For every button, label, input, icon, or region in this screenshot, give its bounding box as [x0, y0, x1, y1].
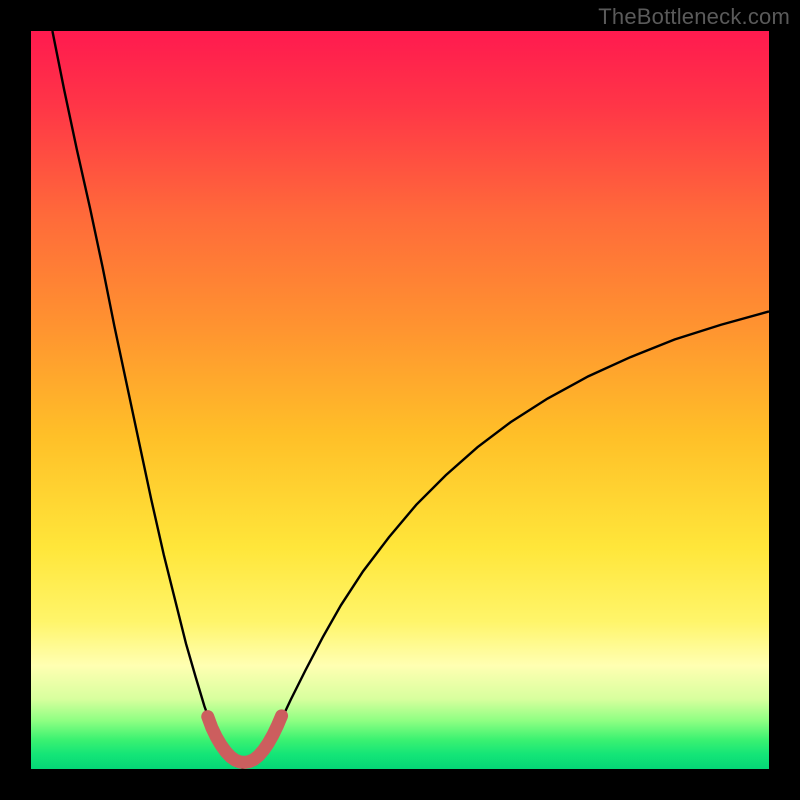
bottleneck-curve	[52, 31, 769, 768]
optimal-range-arc	[208, 716, 282, 763]
plot-area	[31, 31, 769, 769]
watermark-text: TheBottleneck.com	[598, 4, 790, 30]
curves-layer	[31, 31, 769, 769]
